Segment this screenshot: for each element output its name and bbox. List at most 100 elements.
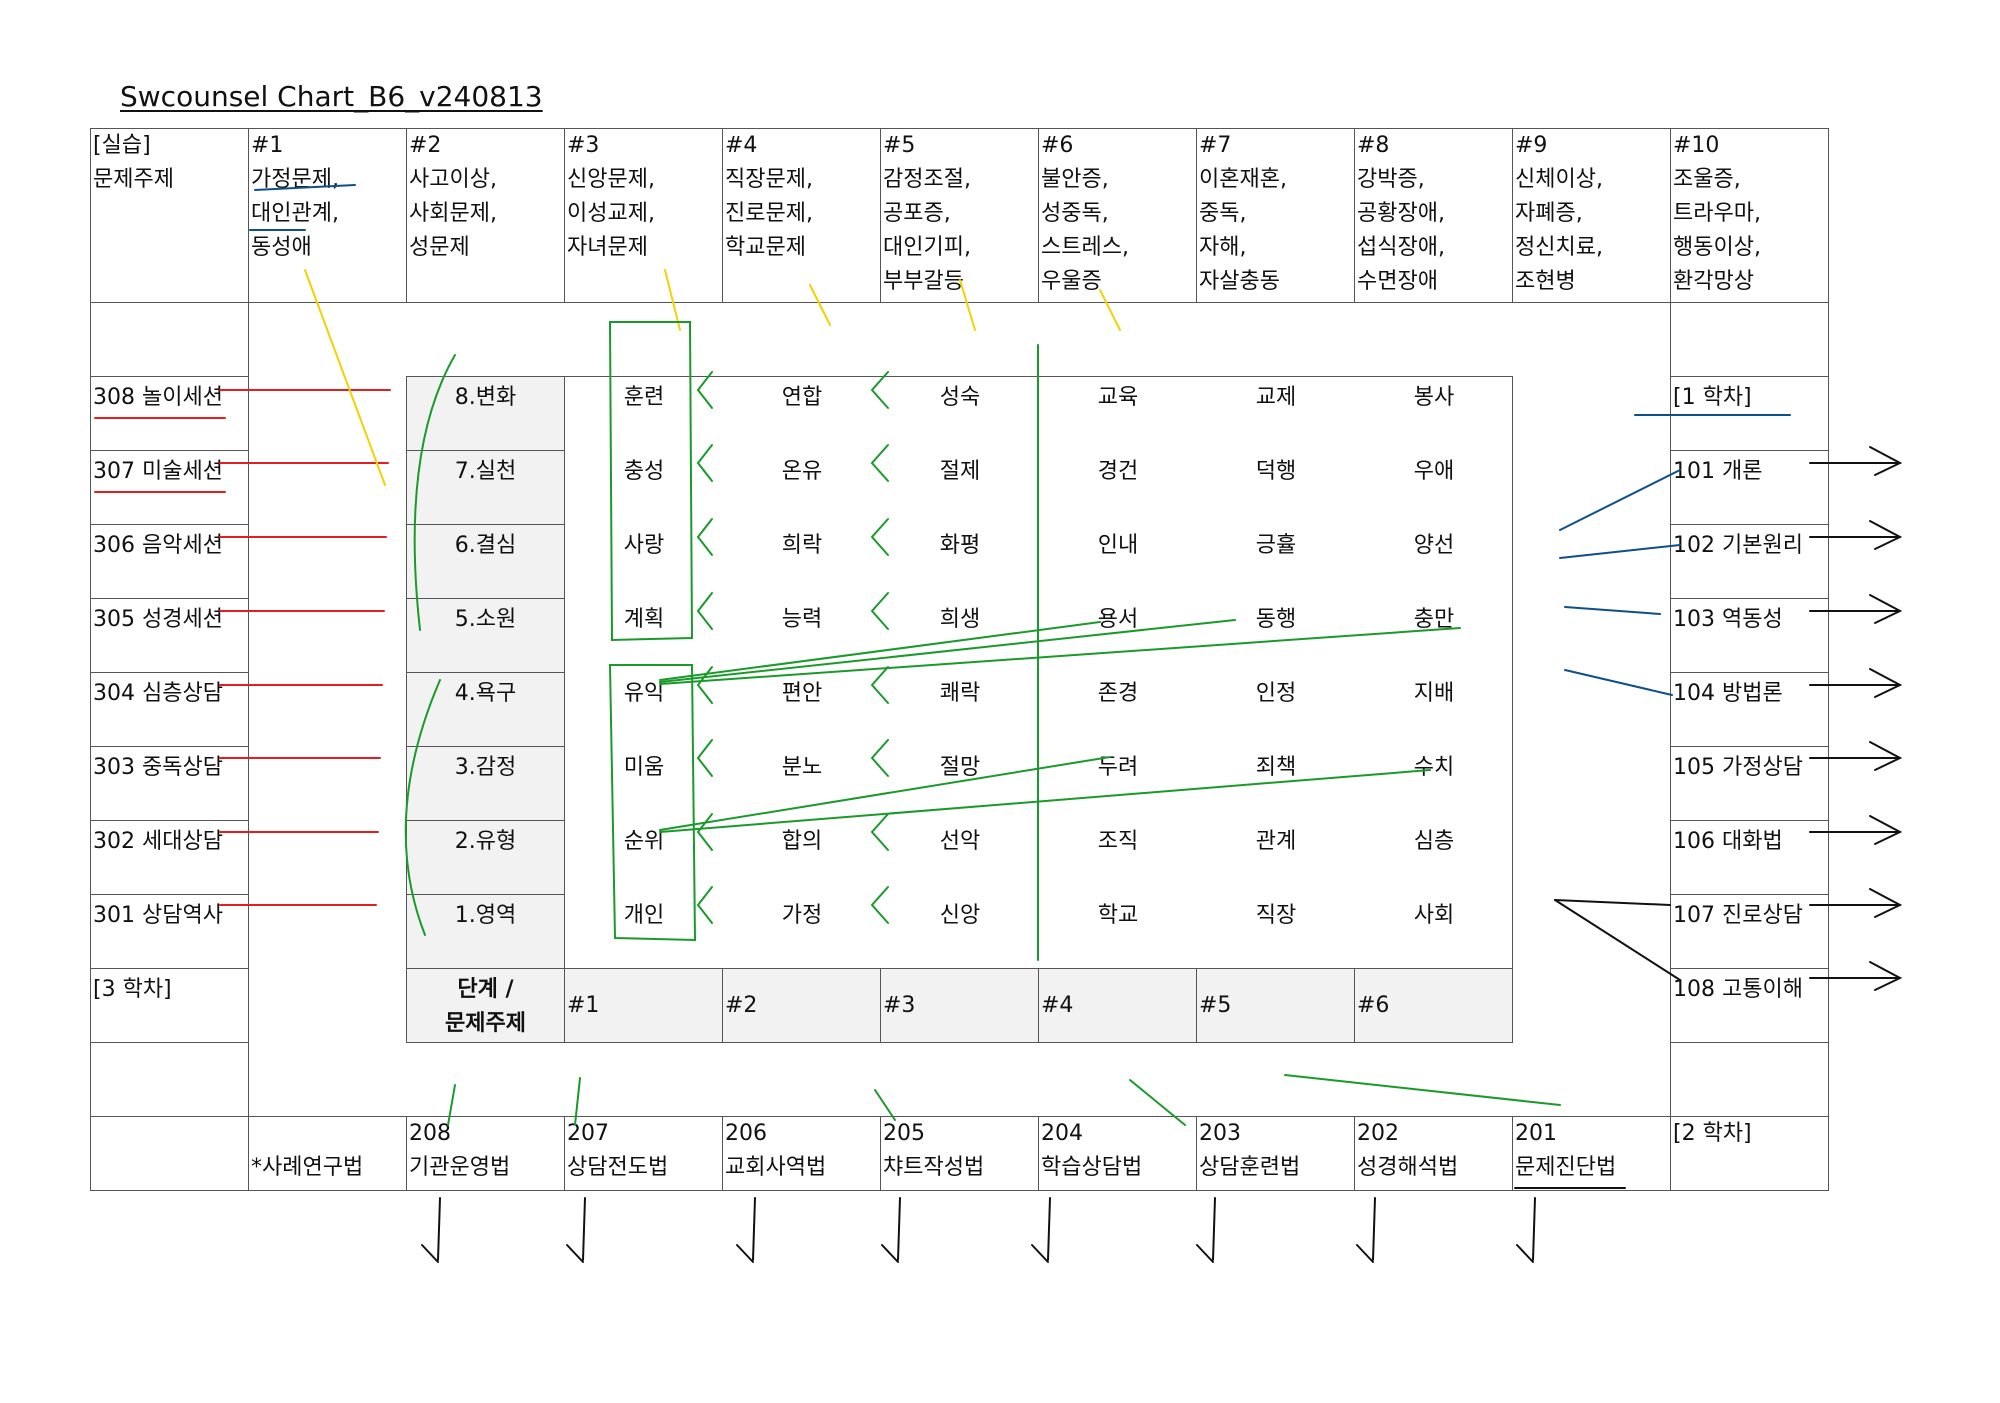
grid-value: 순위 [623, 829, 665, 854]
course-number: 202 [1357, 1121, 1399, 1146]
topic-line: 직장문제, [725, 167, 813, 192]
topic-number: #4 [725, 133, 758, 158]
grid-value: 충성 [623, 459, 665, 484]
black-check-stroke [752, 1197, 756, 1261]
stage-label: 8.변화 [454, 385, 517, 410]
topic-line: 우울증 [1041, 269, 1102, 294]
topic-line: 공포증, [883, 201, 951, 226]
column-label-cell: #5 [1196, 968, 1355, 1043]
stage-cell: 5.소원 [406, 598, 565, 673]
course-number: 208 [409, 1121, 451, 1146]
green-chevron [696, 518, 713, 556]
grid-value: 인내 [1097, 533, 1139, 558]
grid-value: 학교 [1097, 903, 1139, 928]
green-connector-line [659, 756, 1111, 831]
grid-value: 분노 [781, 755, 823, 780]
grid-value: 희락 [781, 533, 823, 558]
topic-line: 자폐증, [1515, 201, 1583, 226]
black-check-stroke [1031, 1244, 1049, 1263]
topic-number: #7 [1199, 133, 1232, 158]
grid-value: 직장 [1255, 903, 1297, 928]
stage-header-line: 단계 / [457, 977, 514, 1002]
green-stroke [447, 1084, 456, 1126]
green-connector-line [659, 769, 1431, 833]
yellow-stroke [304, 269, 386, 486]
topic-line: 성중독, [1041, 201, 1109, 226]
green-chevron [870, 592, 889, 630]
grid-value: 합의 [781, 829, 823, 854]
column-label-cell: #6 [1354, 968, 1513, 1043]
yellow-stroke [1099, 289, 1121, 331]
chart-title: Swcounsel Chart_B6_v240813 [120, 80, 543, 113]
topic-line: 자살충동 [1199, 269, 1280, 294]
course-number: 207 [567, 1121, 609, 1146]
stage-label: 7.실천 [454, 459, 517, 484]
stage-cell: 7.실천 [406, 450, 565, 525]
grid-value: 개인 [623, 903, 665, 928]
black-check-stroke [1356, 1244, 1374, 1263]
green-connector-line [1284, 1074, 1561, 1106]
topic-line: 사회문제, [409, 201, 497, 226]
case-method-cell: *사례연구법 [248, 1116, 407, 1191]
black-check-stroke [1047, 1197, 1051, 1261]
topic-line: 진로문제, [725, 201, 813, 226]
left-session-cell: 303 중독상담 [90, 746, 249, 821]
topic-header-cell: #6 불안증, 성중독, 스트레스, 우울증 [1038, 128, 1197, 303]
grid-value: 훈련 [623, 385, 665, 410]
grid-value: 사회 [1413, 903, 1455, 928]
topic-line: 이성교제, [567, 201, 655, 226]
case-method-label: *사례연구법 [251, 1155, 364, 1180]
yellow-stroke [809, 284, 831, 326]
green-chevron [696, 886, 713, 924]
green-chevron [696, 666, 713, 704]
course-name: 상담전도법 [567, 1155, 669, 1180]
right-session-cell: 106 대화법 [1670, 820, 1829, 895]
black-arrow-head [1869, 668, 1903, 698]
value-grid: 훈련 연합 성숙 교육 교제 봉사 충성 온유 절제 경건 덕행 우애 사랑 희락 화평 인내 긍휼 양선 계획 능력… [564, 376, 1513, 969]
green-chevron [870, 739, 889, 777]
course-name: 교회사역법 [725, 1155, 827, 1180]
grid-value: 사랑 [623, 533, 665, 558]
left-session-label: [3 학차] [93, 977, 172, 1002]
corner-header-cell: [실습] 문제주제 [90, 128, 249, 303]
topic-line: 행동이상, [1673, 235, 1761, 260]
grid-value: 화평 [939, 533, 981, 558]
left-session-cell: 306 음악세션 [90, 524, 249, 599]
grid-value: 조직 [1097, 829, 1139, 854]
course-name: 기관운영법 [409, 1155, 511, 1180]
grid-value: 계획 [623, 607, 665, 632]
blue-connector-line [1564, 669, 1673, 696]
topic-line: 정신치료, [1515, 235, 1603, 260]
grid-value: 유익 [623, 681, 665, 706]
topic-number: #2 [409, 133, 442, 158]
black-arrow-head [1869, 961, 1903, 991]
topic-line: 트라우마, [1673, 201, 1761, 226]
black-connector-line [1554, 899, 1681, 981]
black-arrow-head [1869, 741, 1903, 771]
green-chevron [696, 739, 713, 777]
green-curve [404, 679, 441, 936]
grid-value: 교제 [1255, 385, 1297, 410]
stage-label: 4.욕구 [454, 681, 517, 706]
grid-value: 절망 [939, 755, 981, 780]
topic-line: 신앙문제, [567, 167, 655, 192]
stage-label: 5.소원 [454, 607, 517, 632]
topic-line: 성문제 [409, 235, 470, 260]
column-label-cell: #3 [880, 968, 1039, 1043]
topic-line: 신체이상, [1515, 167, 1603, 192]
left-session-label: 306 음악세션 [93, 533, 223, 558]
topic-number: #1 [251, 133, 284, 158]
black-check-stroke [1516, 1244, 1534, 1263]
stage-cell: 3.감정 [406, 746, 565, 821]
green-chevron [696, 592, 713, 630]
term-label: [2 학차] [1673, 1121, 1752, 1146]
yellow-stroke [664, 269, 681, 331]
black-connector-line [1554, 899, 1671, 906]
grid-value: 절제 [939, 459, 981, 484]
grid-value: 선악 [939, 829, 981, 854]
black-check-stroke [881, 1244, 899, 1263]
left-session-label: 301 상담역사 [93, 903, 223, 928]
course-number: 206 [725, 1121, 767, 1146]
right-session-label: [1 학차] [1673, 385, 1752, 410]
